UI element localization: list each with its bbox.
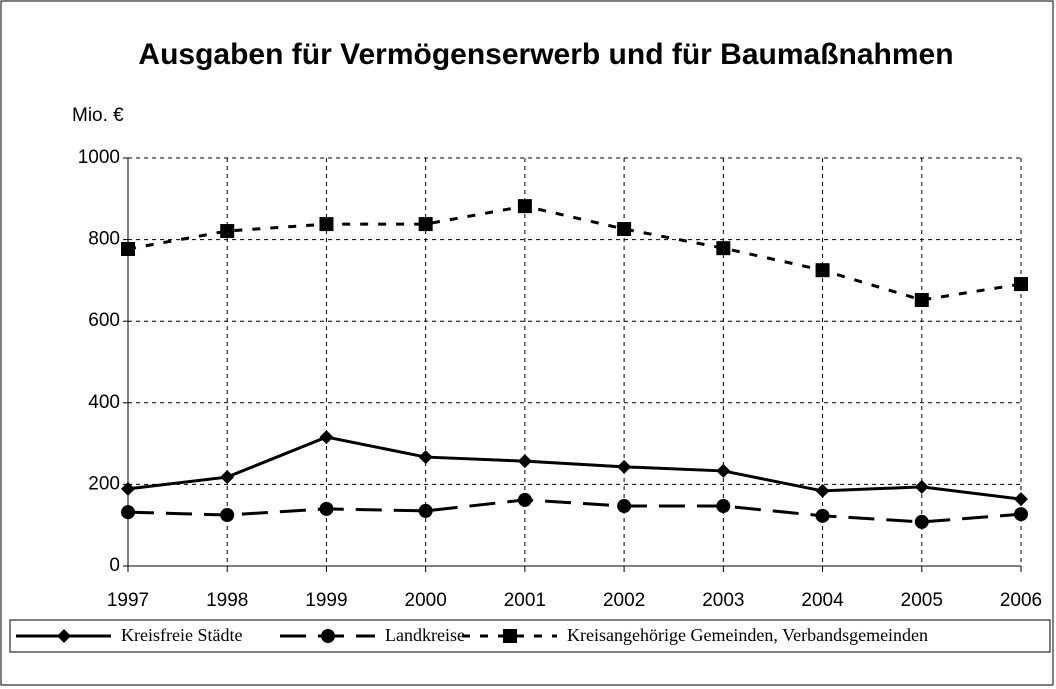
marker	[418, 217, 433, 232]
x-tick-label: 1998	[206, 590, 248, 611]
marker	[121, 481, 135, 496]
marker	[716, 463, 731, 478]
x-tick-label: 2004	[801, 590, 844, 611]
marker	[517, 199, 532, 214]
marker	[1014, 492, 1028, 507]
chart-title: Ausgaben für Vermögenserwerb und für Bau…	[138, 38, 953, 71]
marker	[319, 501, 334, 516]
marker	[914, 292, 929, 307]
marker	[1014, 277, 1028, 292]
marker	[121, 241, 135, 256]
marker	[319, 217, 334, 232]
y-tick-label: 200	[88, 473, 120, 494]
y-tick-label: 0	[109, 555, 120, 576]
marker	[220, 224, 235, 239]
marker	[914, 514, 929, 529]
marker	[716, 499, 731, 514]
marker	[815, 508, 830, 523]
legend-label: Kreisfreie Städte	[121, 625, 242, 645]
marker	[57, 629, 71, 643]
marker	[1014, 507, 1028, 522]
legend-box	[9, 619, 1051, 653]
x-tick-label: 2005	[901, 590, 943, 611]
x-tick-label: 2002	[603, 590, 645, 611]
marker	[319, 430, 334, 445]
marker	[321, 629, 335, 643]
marker	[617, 459, 632, 474]
series-line	[127, 204, 1022, 302]
marker	[503, 629, 517, 643]
y-axis-label: Mio. €	[72, 105, 124, 126]
marker	[617, 499, 632, 514]
marker	[220, 470, 235, 485]
x-tick-label: 1999	[305, 590, 347, 611]
marker	[517, 492, 532, 507]
y-tick-label: 1000	[78, 147, 120, 168]
marker	[418, 450, 433, 465]
legend-label: Landkreise	[385, 625, 465, 645]
marker	[617, 221, 632, 236]
x-tick-label: 2001	[504, 590, 546, 611]
x-tick-label: 2000	[405, 590, 447, 611]
marker	[517, 454, 532, 469]
marker	[716, 241, 731, 256]
x-tick-label: 2006	[1000, 590, 1042, 611]
series-line	[127, 435, 1022, 501]
marker	[220, 508, 235, 522]
y-tick-label: 600	[88, 310, 120, 331]
marker	[914, 479, 929, 494]
marker	[121, 505, 135, 520]
x-tick-label: 2003	[702, 590, 744, 611]
series-line	[127, 498, 1022, 524]
y-tick-label: 400	[88, 392, 120, 413]
marker	[815, 483, 830, 498]
legend-label: Kreisangehörige Gemeinden, Verbandsgemei…	[567, 625, 928, 645]
y-tick-label: 800	[88, 229, 120, 250]
x-tick-label: 1997	[107, 590, 149, 611]
marker	[815, 263, 830, 278]
marker	[418, 503, 433, 518]
